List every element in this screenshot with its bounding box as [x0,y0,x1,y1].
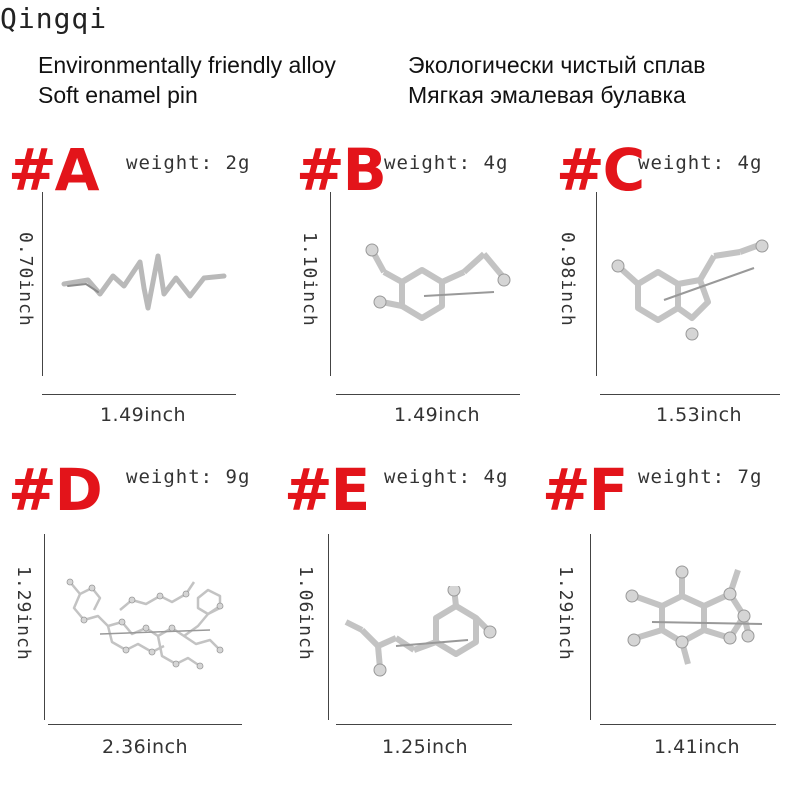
height-dimension-line [330,192,331,376]
height-dimension-line [596,192,597,376]
product-panel-f: #F weight: 7g 1.29inch 1.41inch [542,460,792,760]
height-dimension: 0.70inch [15,232,36,327]
product-panel-d: #D weight: 9g 1.29inch 2.36inch [8,460,258,760]
product-label: #A [8,136,99,204]
width-dimension-line [336,724,512,725]
oxytocin-molecule-pin-icon [66,578,224,670]
height-dimension: 1.29inch [13,566,34,661]
description-line: Экологически чистый сплав [408,52,706,78]
height-dimension-line [44,534,45,720]
height-dimension: 1.06inch [295,566,316,661]
product-label: #D [8,456,103,524]
width-dimension-line [48,724,242,725]
width-dimension-line [600,724,776,725]
product-panel-a: #A weight: 2g 0.70inch 1.49inch [8,140,258,440]
height-dimension-line [590,534,591,720]
product-panel-e: #E weight: 4g 1.06inch 1.25inch [284,460,534,760]
dopamine-molecule-pin-icon [365,243,511,321]
height-dimension: 0.98inch [557,232,578,327]
product-label: #E [284,456,370,524]
product-label: #B [296,136,387,204]
product-label: #C [556,136,645,204]
description-line: Soft enamel pin [38,82,198,108]
product-label: #F [542,456,628,524]
weight-label: weight: 4g [638,152,763,174]
weight-label: weight: 7g [638,466,763,488]
width-dimension-line [42,394,236,395]
description-line: Environmentally friendly alloy [38,52,336,78]
width-dimension: 2.36inch [101,736,189,758]
caffeine-molecule-pin-icon [625,565,763,665]
brand-name: Qingqi [0,2,108,35]
width-dimension: 1.41inch [653,736,741,758]
width-dimension: 1.53inch [655,404,743,426]
width-dimension: 1.49inch [99,404,187,426]
description-english: Environmentally friendly alloy Soft enam… [38,50,336,110]
adrenaline-molecule-pin-icon [344,586,497,677]
product-panel-c: #C weight: 4g 0.98inch 1.53inch [556,140,800,440]
height-dimension-line [328,534,329,720]
height-dimension-line [42,192,43,376]
height-dimension: 1.29inch [555,566,576,661]
weight-label: weight: 2g [126,152,251,174]
weight-label: weight: 4g [384,466,509,488]
height-dimension: 1.10inch [299,232,320,327]
description-line: Мягкая эмалевая булавка [408,82,686,108]
width-dimension: 1.25inch [381,736,469,758]
product-panel-b: #B weight: 4g 1.10inch 1.49inch [296,140,546,440]
width-dimension-line [600,394,780,395]
serotonin-molecule-pin-icon [611,239,769,341]
weight-label: weight: 9g [126,466,251,488]
heartbeat-pin-icon [61,253,227,311]
weight-label: weight: 4g [384,152,509,174]
description-russian: Экологически чистый сплав Мягкая эмалева… [408,50,705,110]
width-dimension: 1.49inch [393,404,481,426]
width-dimension-line [336,394,520,395]
